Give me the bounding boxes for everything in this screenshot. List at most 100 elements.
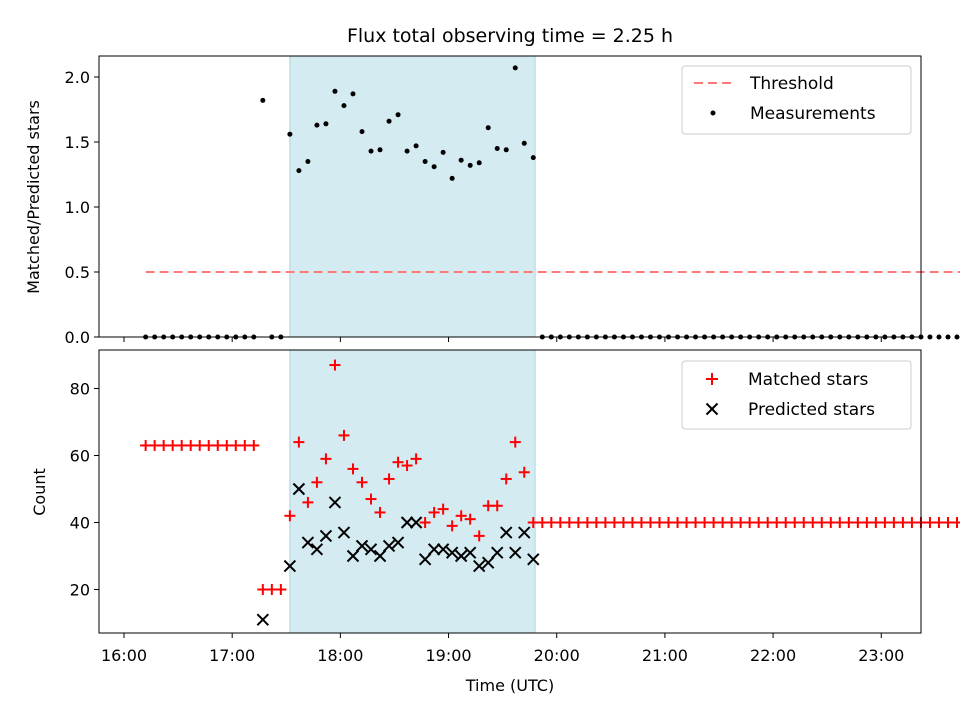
measurement-point — [296, 168, 302, 174]
top-y-tick-label: 1.0 — [65, 198, 90, 217]
matched-star-point — [410, 453, 422, 465]
measurement-point — [260, 97, 266, 103]
bottom-legend: Matched stars Predicted stars — [681, 360, 912, 430]
predicted-star-point — [292, 482, 306, 496]
predicted-star-point — [337, 526, 351, 539]
matched-star-point — [437, 503, 449, 515]
matched-star-point — [500, 473, 512, 485]
x-tick-label: 22:00 — [750, 646, 796, 665]
predicted-star-point — [391, 536, 405, 549]
matched-star-point — [464, 513, 476, 525]
bottom-y-tick-label: 40 — [70, 514, 90, 533]
measurement-point — [494, 146, 500, 151]
bottom-y-tick-label: 20 — [70, 581, 90, 600]
top-legend-box — [681, 65, 912, 135]
legend-predicted-marker — [705, 402, 719, 416]
matched-star-point — [329, 359, 341, 371]
measurement-point — [305, 159, 311, 164]
bottom-panel: 20 40 60 80 16:00 17:00 18:00 19:00 20:00 21:00 22… — [30, 349, 960, 695]
predicted-star-point — [409, 516, 423, 529]
measurement-point — [377, 147, 383, 153]
bottom-legend-box — [681, 360, 912, 430]
matched-star-point — [392, 456, 404, 468]
measurement-point — [287, 131, 293, 137]
matched-star-point — [383, 473, 395, 485]
matched-star-point — [356, 476, 368, 488]
matched-star-point — [338, 429, 350, 441]
matched-star-point — [446, 520, 458, 532]
predicted-star-point — [319, 529, 333, 543]
measurement-point — [512, 65, 518, 71]
x-tick-label: 20:00 — [534, 646, 580, 665]
predicted-star-point — [518, 526, 531, 539]
matched-star-point — [248, 439, 260, 451]
matched-star-point — [518, 466, 530, 478]
predicted-star-point — [500, 526, 513, 539]
legend-matched-label: Matched stars — [748, 370, 868, 390]
x-tick-label: 23:00 — [858, 646, 904, 665]
x-tick-label: 18:00 — [317, 646, 363, 665]
top-highlight-span — [289, 55, 536, 338]
matched-star-point — [374, 506, 386, 518]
predicted-star-point — [382, 539, 396, 553]
top-y-tick-label: 0.0 — [65, 328, 90, 347]
chart-title: Flux total observing time = 2.25 h — [347, 25, 673, 47]
measurement-point — [521, 140, 527, 146]
top-y-tick-label: 2.0 — [65, 68, 90, 87]
measurement-point — [936, 334, 942, 340]
legend-threshold-label: Threshold — [749, 74, 834, 94]
x-tick-label: 17:00 — [209, 646, 255, 665]
matched-star-point — [491, 500, 503, 512]
predicted-star-point — [346, 549, 360, 563]
measurement-point — [314, 122, 320, 128]
measurement-point — [503, 147, 509, 153]
predicted-star-point — [256, 613, 270, 626]
matched-star-point — [428, 506, 440, 518]
matched-star-point — [401, 460, 413, 472]
measurement-point — [458, 157, 464, 163]
measurement-point — [467, 162, 473, 168]
measurement-point — [350, 91, 356, 97]
predicted-star-point — [283, 559, 297, 573]
predicted-star-point — [472, 559, 486, 573]
predicted-star-point — [463, 546, 477, 559]
predicted-star-point — [418, 553, 432, 566]
matched-star-point — [320, 453, 332, 465]
bottom-y-tick-label: 80 — [70, 380, 90, 399]
x-tick-label: 16:00 — [101, 646, 147, 665]
matched-star-point — [284, 510, 296, 522]
top-y-tick-label: 1.5 — [65, 133, 90, 152]
measurement-point — [476, 160, 482, 166]
measurement-point — [332, 88, 338, 94]
measurement-point — [359, 129, 365, 135]
measurement-point — [413, 143, 419, 149]
legend-predicted-label: Predicted stars — [748, 400, 875, 420]
measurement-point — [945, 334, 951, 340]
matched-star-point — [302, 496, 314, 508]
bottom-axes-frame — [98, 349, 922, 634]
predicted-star-point — [491, 546, 504, 559]
measurement-point — [530, 155, 536, 161]
top-axis-ticks: 0.0 0.5 1.0 1.5 2.0 — [65, 68, 882, 347]
measurement-point — [422, 159, 428, 164]
bottom-y-axis-label: Count — [30, 468, 49, 516]
predicted-star-point — [509, 546, 522, 559]
x-axis-label: Time (UTC) — [465, 676, 554, 695]
measurement-point — [431, 164, 437, 170]
predicted-star-point — [400, 516, 414, 529]
top-y-tick-label: 0.5 — [65, 263, 90, 282]
predicted-star-point — [355, 539, 369, 553]
measurement-point — [395, 112, 401, 118]
predicted-star-point — [527, 553, 540, 566]
bottom-axis-ticks: 20 40 60 80 16:00 17:00 18:00 19:00 20:00 21:00 22… — [70, 380, 905, 666]
measurement-point — [927, 334, 933, 340]
matched-star-point — [455, 510, 467, 522]
predicted-star-point — [310, 543, 324, 556]
top-axes-frame — [98, 55, 922, 338]
measurement-point — [440, 149, 446, 155]
predicted-star-point — [373, 549, 387, 563]
predicted-star-point — [482, 556, 495, 569]
matched-star-point — [293, 436, 305, 448]
top-panel: 0.00.51.01.52.0 Matched/Predicted stars … — [24, 55, 960, 347]
measurement-point — [954, 334, 960, 340]
